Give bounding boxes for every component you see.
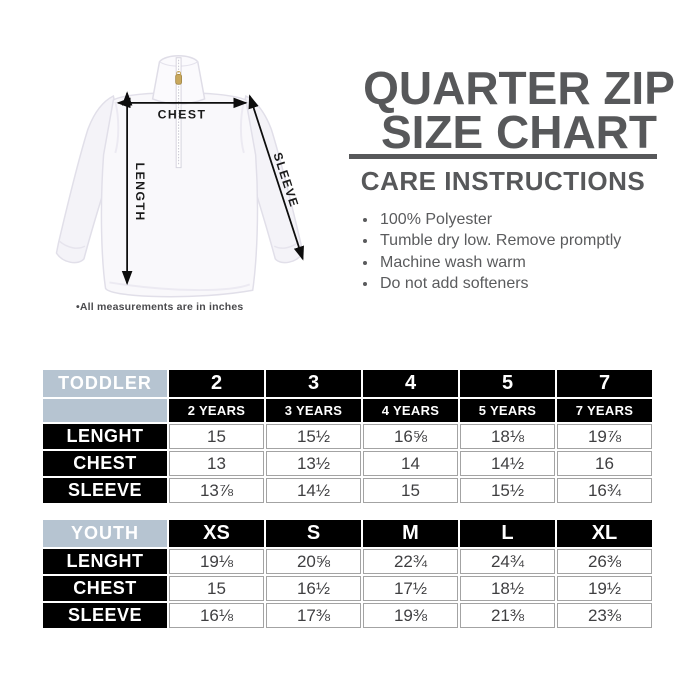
table-row: CHEST 15 16½ 17½ 18½ 19½	[43, 576, 652, 601]
age-header-cell: 7 YEARS	[557, 399, 652, 422]
measurements-note: •All measurements are in inches	[76, 301, 244, 313]
table-row: LENGHT 19⅛ 20⅝ 22¾ 24¾ 26⅜	[43, 549, 652, 574]
size-header-cell: L	[460, 520, 555, 547]
care-item: 100% Polyester	[378, 209, 621, 230]
size-header-cell: XS	[169, 520, 264, 547]
value-cell: 23⅜	[557, 603, 652, 628]
garment-diagram: CHEST LENGTH SLEEVE	[30, 45, 340, 305]
table-row: 2 YEARS 3 YEARS 4 YEARS 5 YEARS 7 YEARS	[43, 399, 652, 422]
value-cell: 20⅝	[266, 549, 361, 574]
toddler-group-empty-cell	[43, 399, 167, 422]
value-cell: 15	[363, 478, 458, 503]
youth-size-table: YOUTH XS S M L XL LENGHT 19⅛ 20⅝ 22¾ 24¾…	[41, 518, 654, 630]
hem-shading	[109, 281, 251, 292]
table-row: YOUTH XS S M L XL	[43, 520, 652, 547]
table-row: CHEST 13 13½ 14 14½ 16	[43, 451, 652, 476]
value-cell: 13½	[266, 451, 361, 476]
table-row: TODDLER 2 3 4 5 7	[43, 370, 652, 397]
size-header-cell: S	[266, 520, 361, 547]
value-cell: 26⅜	[557, 549, 652, 574]
table-row: LENGHT 15 15½ 16⅝ 18⅛ 19⅞	[43, 424, 652, 449]
value-cell: 18½	[460, 576, 555, 601]
title-divider	[349, 154, 657, 159]
value-cell: 15½	[460, 478, 555, 503]
size-header-cell: 5	[460, 370, 555, 397]
size-header-cell: XL	[557, 520, 652, 547]
value-cell: 17½	[363, 576, 458, 601]
value-cell: 15½	[266, 424, 361, 449]
size-header-cell: M	[363, 520, 458, 547]
care-item: Do not add softeners	[378, 273, 621, 294]
value-cell: 15	[169, 424, 264, 449]
care-item: Tumble dry low. Remove promptly	[378, 230, 621, 251]
value-cell: 21⅜	[460, 603, 555, 628]
value-cell: 19⅜	[363, 603, 458, 628]
size-header-cell: 2	[169, 370, 264, 397]
value-cell: 13⅞	[169, 478, 264, 503]
page-title: QUARTER ZIP SIZE CHART	[338, 62, 700, 158]
size-header-cell: 7	[557, 370, 652, 397]
value-cell: 16⅛	[169, 603, 264, 628]
chest-label: CHEST	[158, 108, 207, 122]
value-cell: 16⅝	[363, 424, 458, 449]
value-cell: 14	[363, 451, 458, 476]
care-instructions-heading: CARE INSTRUCTIONS	[360, 166, 646, 196]
age-header-cell: 2 YEARS	[169, 399, 264, 422]
zipper	[175, 57, 182, 169]
value-cell: 16¾	[557, 478, 652, 503]
left-armpit-shading	[114, 101, 120, 154]
sleeve-arrow	[248, 94, 304, 261]
value-cell: 16	[557, 451, 652, 476]
value-cell: 22¾	[363, 549, 458, 574]
toddler-size-table: TODDLER 2 3 4 5 7 2 YEARS 3 YEARS 4 YEAR…	[41, 368, 654, 505]
table-row: SLEEVE 13⅞ 14½ 15 15½ 16¾	[43, 478, 652, 503]
value-cell: 13	[169, 451, 264, 476]
value-cell: 19½	[557, 576, 652, 601]
zipper-pull-icon	[175, 74, 182, 85]
value-cell: 14½	[460, 451, 555, 476]
value-cell: 17⅜	[266, 603, 361, 628]
age-header-cell: 5 YEARS	[460, 399, 555, 422]
row-label-chest: CHEST	[43, 451, 167, 476]
row-label-chest: CHEST	[43, 576, 167, 601]
title-line-2: SIZE CHART	[381, 106, 657, 158]
care-item: Machine wash warm	[378, 252, 621, 273]
value-cell: 15	[169, 576, 264, 601]
size-header-cell: 4	[363, 370, 458, 397]
age-header-cell: 4 YEARS	[363, 399, 458, 422]
value-cell: 24¾	[460, 549, 555, 574]
value-cell: 14½	[266, 478, 361, 503]
size-header-cell: 3	[266, 370, 361, 397]
title-line-1: QUARTER ZIP	[363, 62, 675, 114]
youth-group-cell: YOUTH	[43, 520, 167, 547]
torso	[100, 91, 259, 298]
age-header-cell: 3 YEARS	[266, 399, 361, 422]
row-label-sleeve: SLEEVE	[43, 603, 167, 628]
row-label-length: LENGHT	[43, 549, 167, 574]
row-label-length: LENGHT	[43, 424, 167, 449]
toddler-group-cell: TODDLER	[43, 370, 167, 397]
value-cell: 19⅛	[169, 549, 264, 574]
quarter-zip-illustration: CHEST LENGTH SLEEVE	[55, 55, 304, 298]
table-row: SLEEVE 16⅛ 17⅜ 19⅜ 21⅜ 23⅜	[43, 603, 652, 628]
measurement-arrows	[116, 91, 304, 286]
value-cell: 18⅛	[460, 424, 555, 449]
value-cell: 19⅞	[557, 424, 652, 449]
value-cell: 16½	[266, 576, 361, 601]
length-label: LENGTH	[133, 163, 147, 222]
care-instructions-list: 100% Polyester Tumble dry low. Remove pr…	[360, 209, 621, 294]
row-label-sleeve: SLEEVE	[43, 478, 167, 503]
left-cuff	[58, 240, 86, 249]
